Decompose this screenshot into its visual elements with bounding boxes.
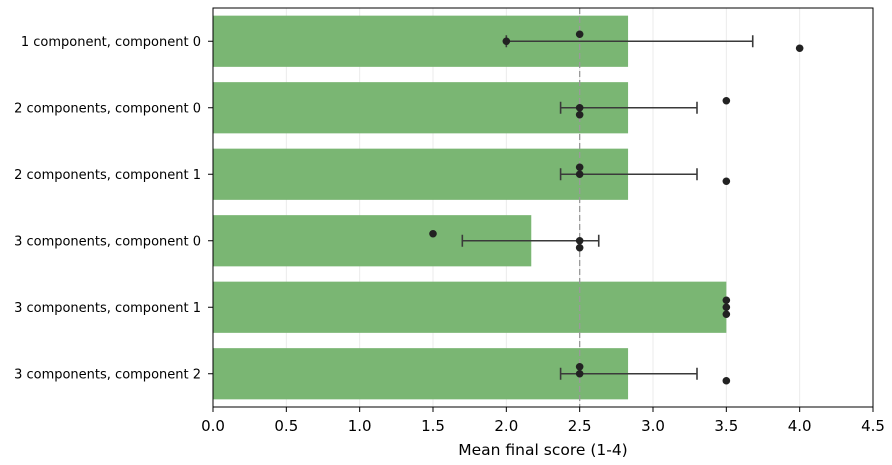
- y-tick-label: 3 components, component 1: [14, 301, 201, 316]
- bar: [213, 348, 629, 400]
- y-tick-label: 3 components, component 2: [14, 367, 201, 382]
- y-tick-label: 1 component, component 0: [21, 35, 201, 50]
- data-point: [575, 170, 584, 179]
- data-point: [722, 296, 731, 305]
- grid-lines: [212, 8, 874, 407]
- data-point: [575, 103, 584, 112]
- data-point: [722, 177, 731, 186]
- bar: [213, 148, 629, 200]
- x-tick-label: 1.0: [348, 417, 372, 435]
- y-tick-label: 3 components, component 0: [14, 234, 201, 249]
- y-tick-label: 2 components, component 0: [14, 101, 201, 116]
- data-point: [429, 229, 437, 238]
- data-point: [502, 37, 511, 46]
- data-point: [575, 30, 584, 39]
- data-point: [575, 110, 584, 119]
- bar: [213, 281, 727, 333]
- data-point: [575, 362, 584, 371]
- y-axis-ticks: 1 component, component 0 2 components, co…: [14, 35, 213, 382]
- x-axis-title: Mean final score (1-4): [458, 441, 627, 459]
- data-point: [795, 44, 804, 53]
- x-tick-label: 3.0: [641, 417, 665, 435]
- x-tick-label: 0.5: [274, 417, 298, 435]
- x-tick-label: 0.0: [201, 417, 225, 435]
- x-tick-label: 2.5: [568, 417, 592, 435]
- plot-area-frame: [212, 7, 874, 408]
- x-tick-label: 4.0: [788, 417, 812, 435]
- data-point: [575, 163, 584, 172]
- x-tick-label: 4.5: [861, 417, 885, 435]
- y-tick-label: 2 components, component 1: [14, 168, 201, 183]
- x-axis-ticks: 0.0 0.5 1.0 1.5 2.0 2.5 3.0 3.5 4.0 4.5: [201, 407, 885, 435]
- data-point: [575, 236, 584, 245]
- x-tick-label: 2.0: [494, 417, 518, 435]
- data-point: [575, 369, 584, 378]
- x-tick-label: 1.5: [421, 417, 445, 435]
- data-point: [575, 243, 584, 252]
- data-point: [722, 303, 731, 312]
- data-point: [722, 376, 731, 385]
- data-point: [722, 96, 731, 105]
- data-points: [429, 30, 804, 385]
- x-tick-label: 3.5: [714, 417, 738, 435]
- data-point: [722, 310, 731, 319]
- bar: [213, 82, 629, 134]
- bars: [213, 15, 727, 400]
